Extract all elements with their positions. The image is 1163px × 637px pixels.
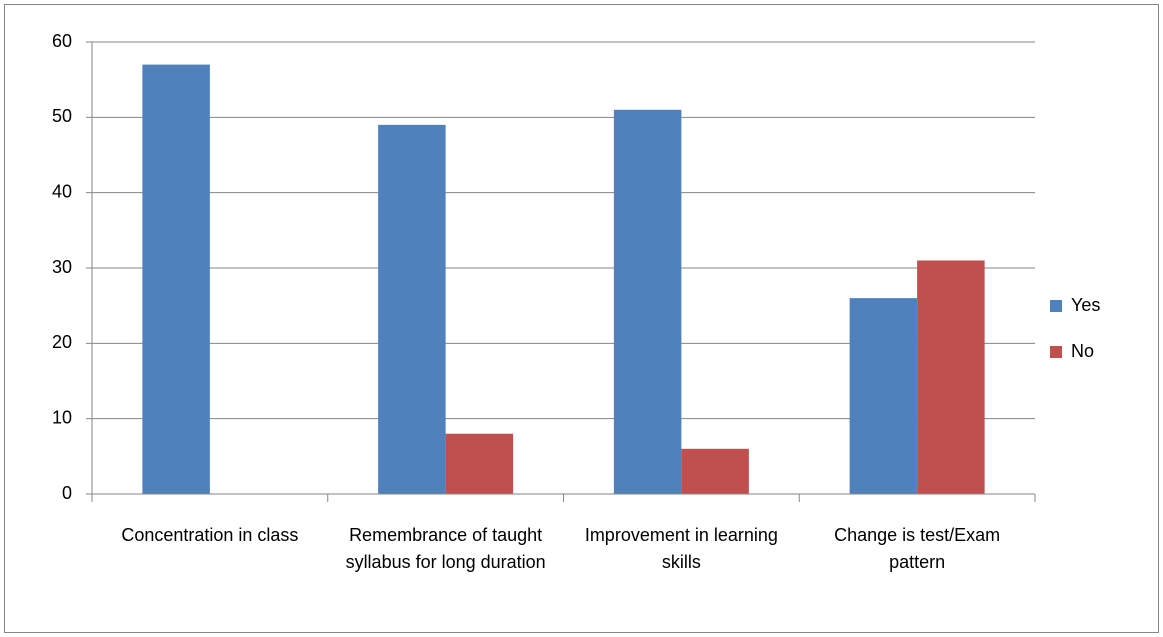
y-tick-label: 0 (62, 483, 72, 503)
bar (917, 260, 985, 494)
bar (681, 448, 749, 494)
x-tick-label: Improvement in learning skills (584, 525, 778, 572)
legend-label: No (1071, 341, 1094, 361)
y-tick-label: 10 (52, 407, 72, 427)
bar (849, 298, 918, 494)
legend-label: Yes (1071, 295, 1100, 315)
x-tick-label: Change is test/Exam pattern (834, 525, 1001, 572)
y-tick-label: 60 (52, 31, 72, 51)
legend-swatch (1050, 300, 1062, 312)
y-tick-label: 40 (52, 181, 72, 201)
y-tick-label: 20 (52, 332, 72, 352)
legend-swatch (1050, 346, 1062, 358)
y-tick-label: 30 (52, 257, 72, 277)
bar (378, 124, 446, 494)
x-tick-label: Remembrance of taught syllabus for long … (345, 525, 546, 572)
bar (445, 433, 514, 494)
bar (613, 109, 682, 495)
y-tick-label: 50 (52, 106, 72, 126)
bar (142, 64, 210, 494)
x-tick-label: Concentration in class (121, 525, 299, 545)
